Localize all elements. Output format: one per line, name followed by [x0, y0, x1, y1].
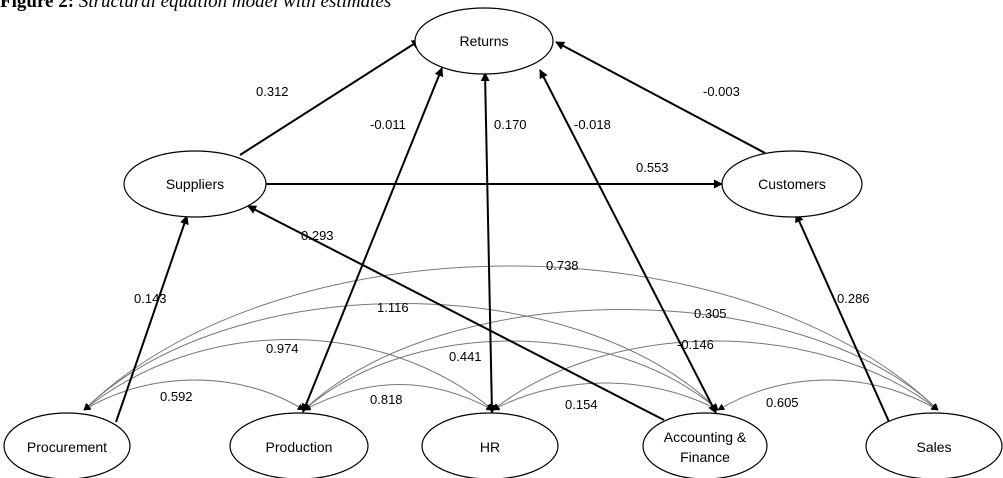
- path-accounting-suppliers: [247, 205, 665, 421]
- coef-suppliers-customers: 0.553: [636, 160, 669, 175]
- figure-caption-title: Structural equation model with estimates: [78, 0, 392, 12]
- coef-accounting-suppliers: 0.293: [301, 228, 334, 243]
- structural-paths: [115, 39, 891, 425]
- coef-procurement-suppliers: 0.143: [134, 291, 167, 306]
- node-label-customers: Customers: [758, 176, 826, 192]
- coef-hr-returns: 0.170: [494, 117, 527, 132]
- node-label-production: Production: [266, 439, 333, 455]
- coef-sales-customers: 0.286: [837, 291, 870, 306]
- cov-production-sales: 0.305: [694, 306, 727, 321]
- path-production-returns: [301, 67, 444, 413]
- cov-production-hr: 0.818: [370, 392, 403, 407]
- node-procurement: [3, 412, 131, 478]
- path-coefficients: 0.312 -0.011 0.170 -0.018 -0.003 0.553 0…: [134, 84, 870, 306]
- coef-customers-returns: -0.003: [703, 84, 740, 99]
- path-hr-returns: [480, 72, 497, 414]
- cov-procurement-production: 0.592: [160, 389, 193, 404]
- node-labels: Returns Suppliers Customers Procurement …: [27, 33, 952, 465]
- cov-curve-hr-sales: [492, 340, 939, 411]
- coef-suppliers-returns: 0.312: [256, 84, 289, 99]
- node-label-returns: Returns: [459, 33, 508, 49]
- cov-procurement-hr: 0.974: [266, 341, 299, 356]
- cov-procurement-accounting: 1.116: [377, 300, 409, 315]
- node-sales: [865, 412, 1003, 478]
- path-accounting-returns: [539, 69, 717, 414]
- cov-curve-procurement-sales: [83, 265, 939, 411]
- node-accounting-finance: [642, 412, 768, 478]
- node-label-sales: Sales: [916, 439, 951, 455]
- cov-curve-procurement-production: [83, 379, 305, 411]
- path-customers-returns: [555, 41, 766, 154]
- covariance-curves: [83, 265, 939, 411]
- cov-accounting-sales: 0.605: [766, 395, 799, 410]
- cov-production-accounting: 0.441: [449, 349, 482, 364]
- node-hr: [421, 412, 559, 478]
- figure-caption-prefix: Figure 2:: [0, 0, 75, 12]
- cov-hr-sales: -0.146: [677, 337, 714, 352]
- figure-caption: Figure 2: Structural equation model with…: [0, 0, 391, 13]
- covariance-coefficients: 0.738 1.116 0.305 0.974 0.441 -0.146 0.5…: [160, 258, 799, 412]
- cov-curve-accounting-sales: [717, 379, 939, 411]
- node-label-hr: HR: [480, 439, 500, 455]
- path-procurement-suppliers: [115, 215, 189, 423]
- node-suppliers: [123, 150, 267, 218]
- node-customers: [721, 150, 863, 218]
- cov-procurement-sales: 0.738: [546, 258, 579, 273]
- path-sales-customers: [795, 213, 891, 425]
- node-label-procurement: Procurement: [27, 439, 107, 455]
- node-production: [229, 412, 369, 478]
- coef-accounting-returns: -0.018: [574, 117, 611, 132]
- cov-hr-accounting: 0.154: [565, 397, 598, 412]
- coef-production-returns: -0.011: [370, 117, 406, 132]
- cov-curve-production-accounting: [303, 340, 719, 411]
- node-label-suppliers: Suppliers: [166, 176, 224, 192]
- node-label-accounting-line2: Finance: [680, 449, 730, 465]
- node-label-accounting-line1: Accounting &: [664, 429, 747, 445]
- node-returns: [414, 7, 554, 75]
- nodes: [3, 7, 1003, 478]
- cov-curve-procurement-hr: [83, 339, 494, 411]
